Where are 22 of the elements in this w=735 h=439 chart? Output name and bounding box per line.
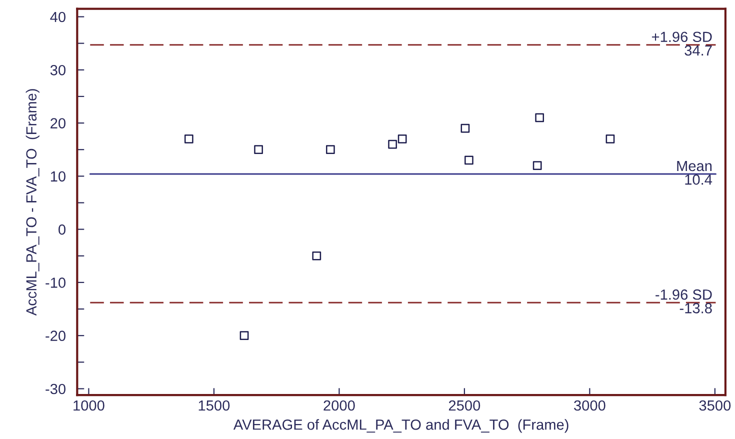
- y-tick-label: -30: [46, 384, 66, 394]
- x-axis-title: AVERAGE of AccML_PA_TO and FVA_TO (Frame): [233, 419, 568, 433]
- y-tick-label: 0: [58, 224, 66, 235]
- x-tick-label: 1500: [198, 400, 230, 411]
- ref-line-label: +1.96 SD: [652, 32, 712, 42]
- y-tick-label: -10: [46, 278, 66, 288]
- annotation: -13.8: [680, 303, 712, 314]
- y-tick-label: 20: [50, 118, 66, 128]
- y-tick-label: 30: [50, 64, 66, 76]
- x-tick-label: 3500: [699, 400, 731, 411]
- x-tick-label: 3000: [574, 400, 606, 411]
- annotation: 10.4: [685, 174, 712, 185]
- y-tick-label: 10: [50, 171, 66, 182]
- annotation: 34.7: [684, 45, 712, 56]
- y-axis-title: AccML_PA_TO - FVA_TO (Frame): [26, 89, 40, 316]
- x-tick-label: 2000: [324, 400, 355, 411]
- y-tick-label: 40: [50, 12, 66, 22]
- x-tick-label: 1000: [74, 400, 104, 411]
- x-tick-label: 2500: [448, 400, 480, 411]
- y-tick-label: -20: [46, 330, 66, 342]
- ref-line-label: -1.96 SD: [656, 289, 712, 300]
- ref-line-label: Mean: [677, 160, 712, 172]
